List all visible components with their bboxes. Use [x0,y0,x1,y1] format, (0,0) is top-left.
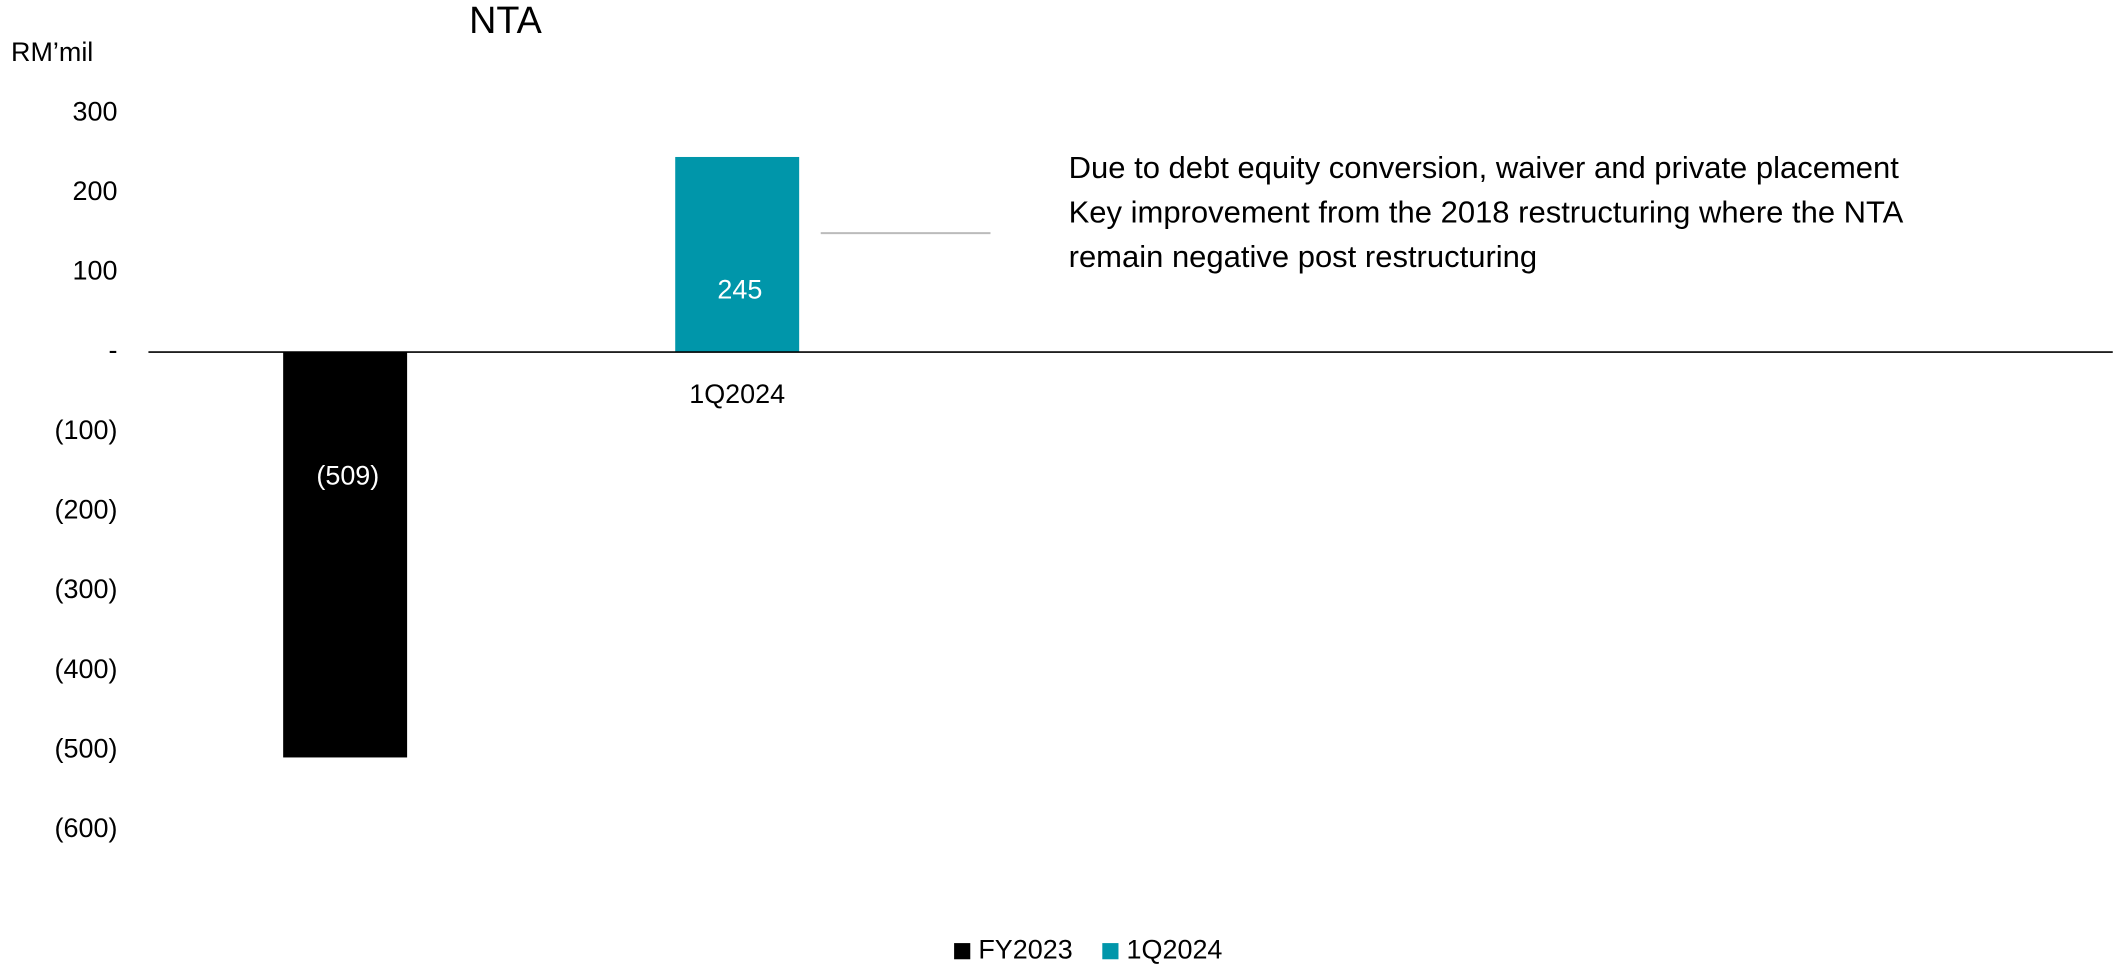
y-tick-label: (500) [55,733,118,763]
legend-swatch [954,943,971,960]
bar [283,352,408,758]
annotation: Due to debt equity conversion, waiver an… [1069,146,1972,190]
y-tick-label: (600) [55,813,118,843]
annotation-box: Due to debt equity conversion, waiver an… [1069,146,1972,335]
y-tick-label: (400) [55,654,118,684]
y-tick-label: (200) [55,494,118,524]
annotation-list: Due to debt equity conversion, waiver an… [1069,146,1972,279]
y-tick-label: 100 [72,256,117,286]
legend-label: 1Q2024 [1127,934,1223,964]
annotation: Key improvement from the 2018 restructur… [1069,190,1972,279]
y-tick-label: - [108,335,117,365]
x-tick-label: 1Q2024 [689,379,785,409]
data-label: (509) [316,460,379,490]
chart-title: NTA [469,0,542,41]
y-tick-label: 300 [72,96,117,126]
y-tick-label: (100) [55,415,118,445]
legend-label: FY2023 [978,934,1072,964]
legend-swatch [1102,943,1119,960]
y-tick-label: (300) [55,574,118,604]
bar [675,156,800,353]
y-axis-label: RM’mil [11,37,93,67]
data-label: 245 [717,275,762,305]
y-tick-label: 200 [72,176,117,206]
